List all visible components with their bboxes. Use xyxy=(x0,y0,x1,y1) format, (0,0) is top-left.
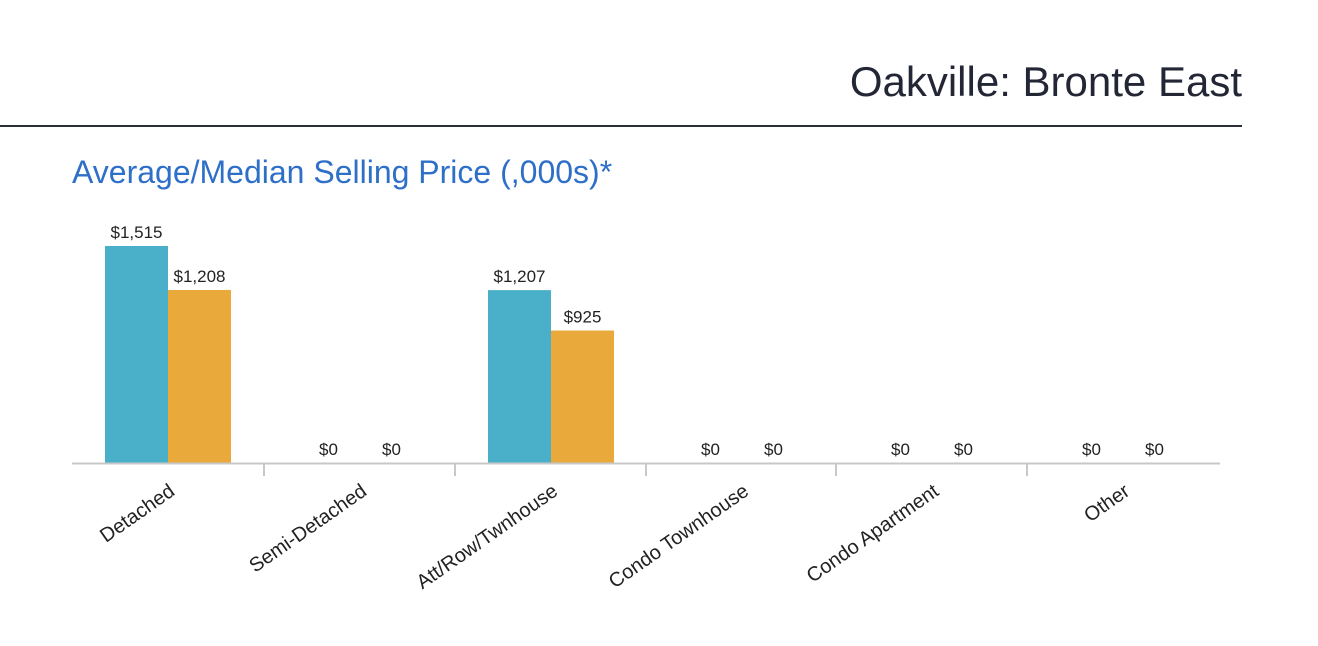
x-tick-label: Detached xyxy=(96,480,179,547)
data-label: $1,515 xyxy=(111,223,163,242)
bar-att-row-twnhouse-s1 xyxy=(488,290,551,463)
x-tick-label: Condo Apartment xyxy=(803,480,943,588)
data-label: $0 xyxy=(701,440,720,459)
x-tick-label: Semi-Detached xyxy=(245,480,371,577)
data-label: $0 xyxy=(954,440,973,459)
data-label: $1,208 xyxy=(174,267,226,286)
title-divider xyxy=(0,125,1242,127)
data-label: $0 xyxy=(319,440,338,459)
data-label: $925 xyxy=(564,308,602,327)
data-label: $0 xyxy=(764,440,783,459)
x-tick-label: Condo Townhouse xyxy=(605,480,753,593)
data-label: $0 xyxy=(891,440,910,459)
page-title: Oakville: Bronte East xyxy=(849,58,1242,105)
chart-title: Average/Median Selling Price (,000s)* xyxy=(72,154,613,190)
x-tick-label: Att/Row/Twnhouse xyxy=(413,480,562,594)
data-label: $0 xyxy=(1145,440,1164,459)
data-label: $0 xyxy=(1082,440,1101,459)
data-label: $1,207 xyxy=(494,267,546,286)
bar-detached-s1 xyxy=(105,246,168,463)
data-label: $0 xyxy=(382,440,401,459)
bar-detached-s2 xyxy=(168,289,231,463)
x-tick-label: Other xyxy=(1080,480,1134,527)
bar-att-row-twnhouse-s2 xyxy=(551,330,614,463)
